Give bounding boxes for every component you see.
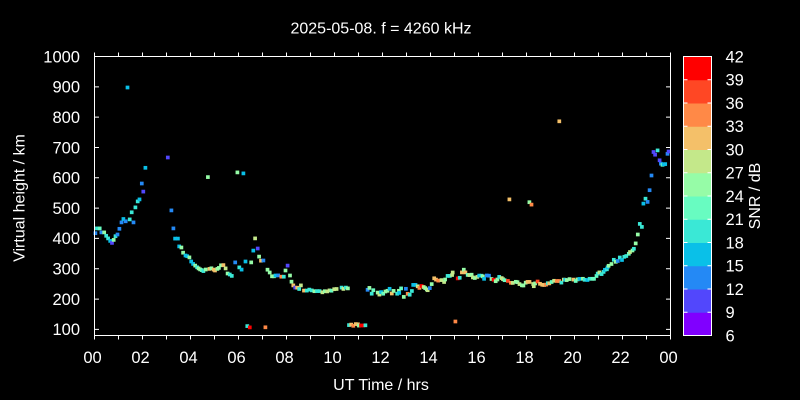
svg-text:33: 33 bbox=[726, 118, 744, 136]
svg-text:24: 24 bbox=[726, 188, 744, 206]
svg-text:100: 100 bbox=[52, 321, 80, 339]
svg-text:600: 600 bbox=[52, 170, 80, 188]
svg-text:06: 06 bbox=[227, 349, 245, 367]
svg-text:300: 300 bbox=[52, 261, 80, 279]
svg-text:30: 30 bbox=[726, 141, 744, 159]
svg-text:12: 12 bbox=[726, 281, 744, 299]
svg-text:08: 08 bbox=[275, 349, 293, 367]
svg-text:18: 18 bbox=[515, 349, 533, 367]
svg-text:1000: 1000 bbox=[43, 48, 80, 66]
svg-text:04: 04 bbox=[179, 349, 197, 367]
svg-text:15: 15 bbox=[726, 258, 744, 276]
svg-text:200: 200 bbox=[52, 291, 80, 309]
svg-text:20: 20 bbox=[563, 349, 581, 367]
svg-text:16: 16 bbox=[467, 349, 485, 367]
svg-text:UT Time / hrs: UT Time / hrs bbox=[333, 377, 429, 394]
svg-text:42: 42 bbox=[726, 48, 744, 66]
svg-text:12: 12 bbox=[371, 349, 389, 367]
svg-text:39: 39 bbox=[726, 72, 744, 90]
svg-text:9: 9 bbox=[726, 304, 735, 322]
svg-text:27: 27 bbox=[726, 165, 744, 183]
svg-text:18: 18 bbox=[726, 234, 744, 252]
svg-text:02: 02 bbox=[131, 349, 149, 367]
svg-text:22: 22 bbox=[611, 349, 629, 367]
svg-text:Virtual height / km: Virtual height / km bbox=[12, 134, 29, 262]
svg-text:400: 400 bbox=[52, 230, 80, 248]
svg-text:800: 800 bbox=[52, 109, 80, 127]
svg-text:500: 500 bbox=[52, 200, 80, 218]
svg-text:900: 900 bbox=[52, 79, 80, 97]
svg-text:700: 700 bbox=[52, 139, 80, 157]
svg-text:14: 14 bbox=[419, 349, 437, 367]
svg-text:SNR / dB: SNR / dB bbox=[747, 163, 764, 230]
svg-text:10: 10 bbox=[323, 349, 341, 367]
svg-text:6: 6 bbox=[726, 327, 735, 345]
svg-text:21: 21 bbox=[726, 211, 744, 229]
svg-text:36: 36 bbox=[726, 95, 744, 113]
svg-text:00: 00 bbox=[83, 349, 101, 367]
svg-text:2025-05-08. f = 4260 kHz: 2025-05-08. f = 4260 kHz bbox=[290, 21, 471, 38]
svg-text:00: 00 bbox=[659, 349, 677, 367]
